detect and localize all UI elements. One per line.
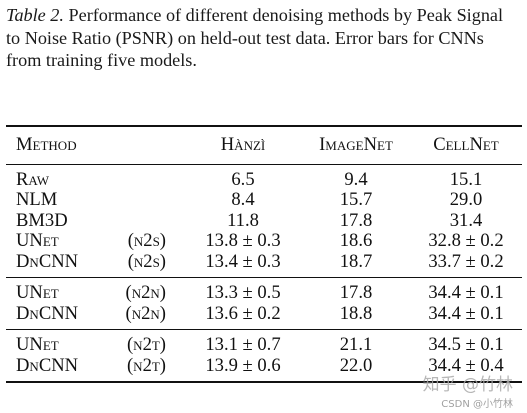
caption-text: Performance of different denoising metho… <box>6 5 504 70</box>
method-label: DnCNN (n2n) <box>16 302 166 325</box>
table-body: Raw 6.5 9.4 15.1 NLM 8.4 15.7 29.0 BM3D 11.8 17.8 3… <box>6 164 522 383</box>
cellnet-cell: 34.4 ± 0.1 <box>428 282 504 303</box>
hanzi-cell: 13.1 ± 0.7 <box>205 334 281 355</box>
hanzi-cell: 13.4 ± 0.3 <box>188 251 298 278</box>
method-name: DnCNN <box>16 250 79 272</box>
caption-label: Table 2. <box>6 5 64 25</box>
table-row: UNet (n2n) 13.3 ± 0.5 17.8 34.4 ± 0.1 <box>6 278 522 304</box>
imagenet-cell: 17.8 <box>339 209 373 231</box>
hanzi-cell: 13.6 ± 0.2 <box>188 303 298 330</box>
imagenet-cell: 15.7 <box>339 189 373 210</box>
cellnet-cell: 29.0 <box>449 189 483 210</box>
method-name: DnCNN <box>16 354 79 376</box>
watermark: 知乎 @竹林 <box>422 375 513 395</box>
cellnet-cell: 34.5 ± 0.1 <box>428 334 504 355</box>
hanzi-cell: 13.3 ± 0.5 <box>205 282 281 303</box>
results-table: Method Hànzì ImageNet CellNet Raw 6.5 9.4 1… <box>6 125 522 383</box>
cellnet-cell: 33.7 ± 0.2 <box>414 251 522 278</box>
header-imagenet: ImageNet <box>298 125 414 165</box>
table-header-row: Method Hànzì ImageNet CellNet <box>6 125 522 165</box>
imagenet-cell: 9.4 <box>344 168 368 190</box>
cellnet-cell: 15.1 <box>449 168 483 190</box>
method-name: UNet <box>16 282 59 303</box>
method-name: BM3D <box>16 209 68 231</box>
cellnet-cell: 34.4 ± 0.4 <box>414 355 522 383</box>
method-label: DnCNN (n2t) <box>16 354 166 377</box>
imagenet-cell: 18.8 <box>298 303 414 330</box>
header-method: Method <box>6 125 188 165</box>
method-label: Raw <box>16 169 49 190</box>
method-cell: UNet (n2s) <box>6 230 188 252</box>
watermark-sub: CSDN @小竹林 <box>441 399 513 410</box>
method-label: BM3D <box>16 210 68 231</box>
method-cell: BM3D <box>6 210 188 232</box>
table-row: BM3D 11.8 17.8 31.4 <box>6 209 522 232</box>
method-label: DnCNN (n2s) <box>16 250 166 273</box>
method-name: UNet <box>16 230 59 251</box>
header-hanzi: Hànzì <box>188 125 298 165</box>
table-row: DnCNN (n2s) 13.4 ± 0.3 18.7 33.7 ± 0.2 <box>6 250 522 278</box>
hanzi-cell: 6.5 <box>231 168 255 190</box>
hanzi-cell: 11.8 <box>227 209 259 231</box>
table-row: UNet (n2t) 13.1 ± 0.7 21.1 34.5 ± 0.1 <box>6 330 522 356</box>
imagenet-cell: 17.8 <box>339 282 373 303</box>
method-tag: (n2t) <box>126 354 166 376</box>
header-cellnet: CellNet <box>414 125 522 165</box>
method-tag: (n2n) <box>125 302 166 324</box>
table-caption: Table 2. Performance of different denois… <box>6 4 520 72</box>
table-row: Raw 6.5 9.4 15.1 <box>6 164 522 190</box>
results-table-container: Method Hànzì ImageNet CellNet Raw 6.5 9.4 1… <box>6 125 522 383</box>
method-tag: (n2s) <box>127 250 166 272</box>
imagenet-cell: 21.1 <box>339 334 373 355</box>
table-row: DnCNN (n2n) 13.6 ± 0.2 18.8 34.4 ± 0.1 <box>6 302 522 330</box>
hanzi-cell: 8.4 <box>231 189 255 210</box>
method-cell: DnCNN (n2t) <box>6 354 188 383</box>
method-name: Raw <box>16 168 50 190</box>
method-label: UNet (n2s) <box>16 230 166 252</box>
hanzi-cell: 13.8 ± 0.3 <box>205 230 281 251</box>
table-row: DnCNN (n2t) 13.9 ± 0.6 22.0 34.4 ± 0.4 <box>6 354 522 383</box>
imagenet-cell: 22.0 <box>298 355 414 383</box>
cellnet-cell: 32.8 ± 0.2 <box>428 230 504 251</box>
table-row: UNet (n2s) 13.8 ± 0.3 18.6 32.8 ± 0.2 <box>6 230 522 252</box>
method-cell: UNet (n2n) <box>6 278 188 304</box>
method-label: UNet (n2n) <box>16 282 166 304</box>
imagenet-cell: 18.6 <box>339 230 373 251</box>
method-label: UNet (n2t) <box>16 334 166 356</box>
cellnet-cell: 34.4 ± 0.1 <box>414 303 522 330</box>
cellnet-cell: 31.4 <box>449 209 483 231</box>
method-cell: DnCNN (n2n) <box>6 302 188 330</box>
table-row: NLM 8.4 15.7 29.0 <box>6 189 522 211</box>
method-name: UNet <box>16 334 59 355</box>
method-tag: (n2s) <box>127 230 166 251</box>
method-cell: UNet (n2t) <box>6 330 188 356</box>
method-cell: NLM <box>6 189 188 211</box>
method-cell: DnCNN (n2s) <box>6 250 188 278</box>
method-cell: Raw <box>6 164 188 190</box>
method-tag: (n2n) <box>125 282 166 303</box>
method-name: NLM <box>16 189 58 210</box>
imagenet-cell: 18.7 <box>298 251 414 278</box>
method-tag: (n2t) <box>126 334 166 355</box>
method-name: DnCNN <box>16 302 79 324</box>
hanzi-cell: 13.9 ± 0.6 <box>188 355 298 383</box>
method-label: NLM <box>16 189 57 210</box>
